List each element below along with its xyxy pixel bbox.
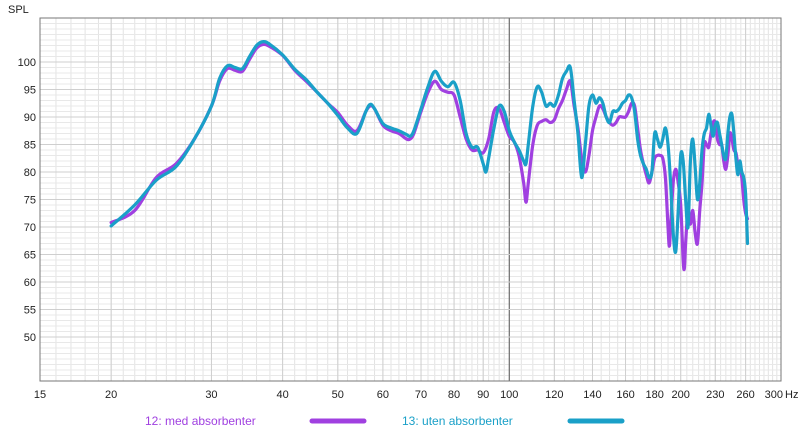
x-axis-title: Hz [785,389,798,401]
x-tick-label: 90 [477,389,489,401]
x-tick-label: 50 [332,389,344,401]
x-tick-label: 60 [377,389,389,401]
series-line-2 [109,40,750,255]
x-tick-label: 15 [34,389,46,401]
x-tick-label: 160 [616,389,634,401]
x-tick-label: 70 [415,389,427,401]
x-tick-label: 200 [672,389,690,401]
x-tick-label: 300 [765,389,783,401]
x-tick-label: 120 [545,389,563,401]
x-tick-label: 40 [276,389,288,401]
y-tick-label: 95 [24,85,36,97]
x-tick-label: 20 [105,389,117,401]
y-tick-label: 90 [24,112,36,124]
y-tick-label: 80 [24,167,36,179]
y-axis-tick-labels: 50 55 60 65 70 75 80 85 90 95 100 [18,57,36,344]
x-tick-label: 140 [583,389,601,401]
y-tick-label: 65 [24,250,36,262]
series-lines [109,40,750,272]
y-tick-label: 50 [24,332,36,344]
x-tick-label: 80 [448,389,460,401]
x-tick-label: 180 [645,389,663,401]
x-tick-label: 260 [736,389,754,401]
y-tick-label: 60 [24,277,36,289]
x-axis-tick-labels: 15 20 30 40 50 60 70 80 90 100 120 140 160 180 200 230 2… [34,389,783,401]
x-tick-label: 100 [500,389,518,401]
legend-label-med-absorbenter: 12: med absorbenter [145,414,256,428]
legend-label-uten-absorbenter: 13: uten absorbenter [402,414,513,428]
y-tick-label: 55 [24,305,36,317]
y-tick-label: 85 [24,140,36,152]
y-tick-label: 100 [18,57,36,69]
x-tick-label: 230 [706,389,724,401]
x-tick-label: 30 [205,389,217,401]
y-tick-label: 70 [24,222,36,234]
y-axis-title: SPL [8,4,29,16]
legend: 12: med absorbenter 13: uten absorbenter [145,414,625,428]
y-tick-label: 75 [24,195,36,207]
plot-area-border [39,17,782,382]
